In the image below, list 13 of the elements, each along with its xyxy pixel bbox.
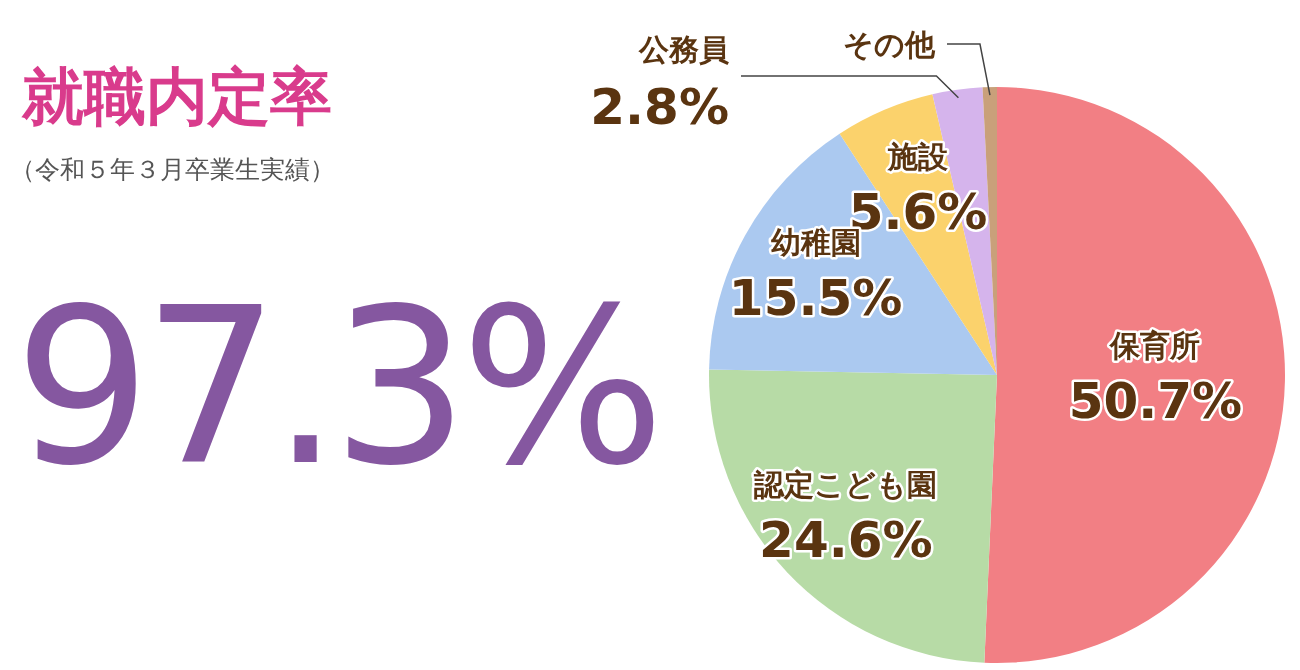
- data-label: 24.6%: [759, 510, 933, 569]
- text: 97.3%: [14, 262, 658, 513]
- slice-label: その他: [843, 27, 936, 62]
- pie-slice: [984, 87, 1285, 663]
- text: 就職内定率: [21, 60, 332, 133]
- slice-label: 施設: [887, 139, 949, 175]
- data-label: 15.5%: [728, 268, 903, 327]
- text: （令和５年３月卒業生実績）: [10, 155, 335, 184]
- data-label: 50.7%: [1068, 372, 1243, 431]
- slice-label: 公務員: [638, 32, 729, 67]
- slice-label: 保育所: [1109, 328, 1201, 364]
- slice-label: 認定こども園: [753, 466, 938, 502]
- data-label: 2.8%: [590, 78, 729, 136]
